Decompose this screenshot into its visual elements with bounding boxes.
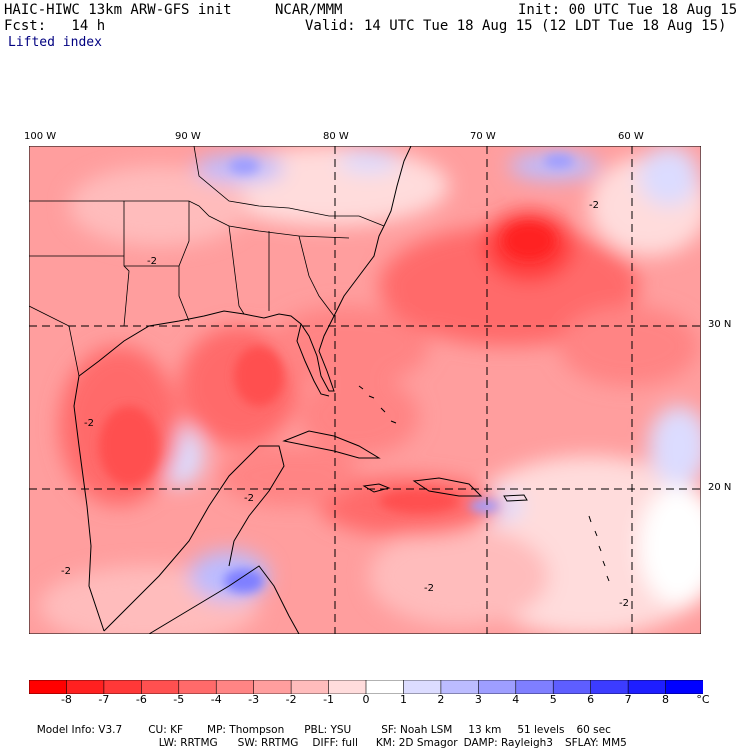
colorbar-swatch [178,680,218,694]
colorbar-swatch [103,680,143,694]
colorbar-tick-label: -8 [60,693,72,706]
field-cores [99,154,574,593]
model-info-res: 13 km [468,724,502,736]
colorbar-swatch [478,680,517,694]
colorbar-swatch [365,680,405,694]
colorbar-swatch [290,680,330,694]
forecast-hour: Fcst: 14 h [4,18,106,34]
colorbar-swatch [590,680,629,694]
model-info-mp: MP: Thompson [207,724,285,736]
contour-label: -2 [61,566,71,577]
contour-label: -2 [589,200,599,211]
field-name: Lifted index [8,35,102,50]
model-info-line1: Model Info: V3.7 CU: KF MP: Thompson PBL: Y… [30,712,611,736]
model-info-cu: CU: KF [148,724,184,736]
colorbar [29,680,703,694]
valid-time: Valid: 14 UTC Tue 18 Aug 15 (12 LDT Tue … [305,18,727,34]
colorbar-tick-label: -4 [210,693,222,706]
lon-label-90w: 90 W [175,131,201,142]
model-info-version: Model Info: V3.7 [36,724,123,736]
lat-lon-grid [29,146,701,634]
model-info-diff: DIFF: full [312,737,358,749]
colorbar-swatch [552,680,592,694]
colorbar-tick-label: 7 [624,693,632,706]
model-info-sw: SW: RRTMG [237,737,299,749]
lon-label-60w: 60 W [618,131,644,142]
colorbar-swatch [515,680,555,694]
lifted-index-map: -2 -2 -2 -2 -2 -2 -2 [29,146,701,634]
model-info-dt: 60 sec [576,724,611,736]
colorbar-tick-label: 8 [662,693,670,706]
colorbar-tick-label: 0 [362,693,370,706]
colorbar-swatch [66,680,105,694]
model-info-sflay: SFLAY: MM5 [564,737,627,749]
colorbar-swatch [665,680,703,694]
colorbar-tick-label: 2 [437,693,445,706]
contour-label: -2 [424,583,434,594]
colorbar-swatch [29,680,68,694]
contour-labels: -2 -2 -2 -2 -2 -2 -2 [61,200,629,609]
colorbar-swatch [253,680,292,694]
lon-label-70w: 70 W [470,131,496,142]
colorbar-swatch [215,680,255,694]
colorbar-tick-label: 4 [512,693,520,706]
colorbar-tick-label: 5 [549,693,557,706]
model-info-damp: DAMP: Rayleigh3 [463,737,553,749]
colorbar-tick-label: -6 [135,693,147,706]
model-info-pbl: PBL: YSU [304,724,352,736]
contour-label: -2 [619,598,629,609]
colorbar-tick-label: 6 [587,693,595,706]
contour-label: -2 [84,418,94,429]
model-info-levels: 51 levels [517,724,565,736]
colorbar-swatch [328,680,367,694]
init-time: Init: 00 UTC Tue 18 Aug 15 [518,2,738,18]
colorbar-tick-label: -7 [98,693,110,706]
lat-label-30n: 30 N [708,319,732,330]
colorbar-swatch [627,680,667,694]
colorbar-swatch [440,680,480,694]
model-info-line2: LW: RRTMG SW: RRTMG DIFF: full KM: 2D Smago… [152,725,627,749]
lon-label-80w: 80 W [323,131,349,142]
lat-label-20n: 20 N [708,482,732,493]
colorbar-tick-label: -1 [323,693,335,706]
colorbar-tick-label: -5 [173,693,185,706]
colorbar-tick-label: 3 [474,693,482,706]
contour-label: -2 [244,493,254,504]
lon-label-100w: 100 W [24,131,57,142]
colorbar-swatch [403,680,442,694]
model-info-sf: SF: Noah LSM [381,724,453,736]
organization: NCAR/MMM [275,2,343,18]
model-info-km: KM: 2D Smagor [375,737,458,749]
model-title: HAIC-HIWC 13km ARW-GFS init [4,2,232,18]
colorbar-tick-label: -2 [285,693,297,706]
colorbar-swatch [141,680,180,694]
colorbar-unit: °C [696,693,710,706]
colorbar-tick-label: 1 [399,693,407,706]
colorbar-tick-label: -3 [248,693,260,706]
coastlines [73,146,610,634]
contour-label: -2 [147,256,157,267]
model-info-lw: LW: RRTMG [158,737,218,749]
